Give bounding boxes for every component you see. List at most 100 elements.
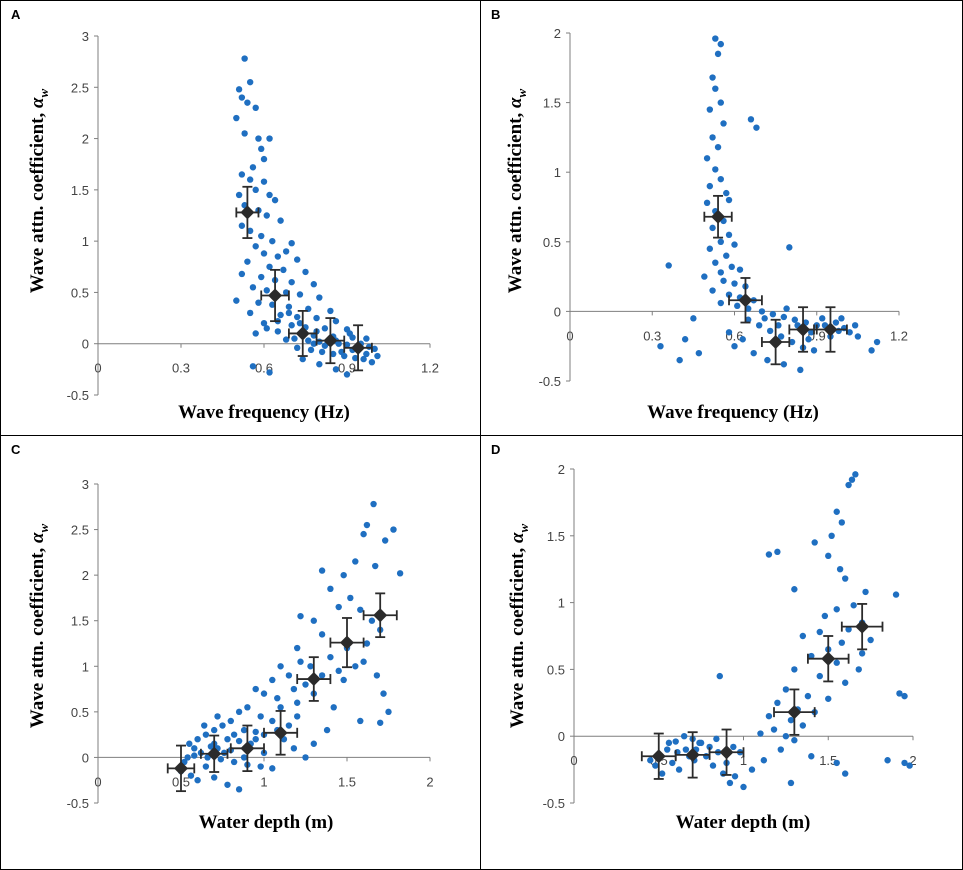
x-tick-label-d: 2 xyxy=(909,753,916,768)
data-point-c xyxy=(211,726,218,734)
x-tick-label-c: 1.5 xyxy=(338,774,356,789)
y-tick-label-c: 0.5 xyxy=(71,705,89,720)
data-point-d xyxy=(838,639,846,646)
data-point-c xyxy=(294,644,301,652)
data-point-b xyxy=(725,231,733,239)
data-point-d xyxy=(852,471,859,478)
data-point-b xyxy=(739,336,746,343)
data-point-c xyxy=(235,708,243,716)
data-point-a xyxy=(274,328,282,335)
y-tick-label-d: 1.5 xyxy=(547,529,565,544)
y-tick-label-c: 2 xyxy=(82,568,89,583)
data-point-d xyxy=(791,586,798,593)
data-point-b xyxy=(791,316,799,323)
panel-d: D Water depth (m) Wave attn. coefficient… xyxy=(480,435,963,870)
data-point-a xyxy=(310,340,317,347)
panel-b: B Wave frequency (Hz) Wave attn. coeffic… xyxy=(480,0,963,436)
data-point-c xyxy=(318,672,326,679)
y-tick-label-b: 1 xyxy=(554,165,561,180)
data-point-a xyxy=(282,289,290,296)
data-point-c xyxy=(363,521,371,529)
data-point-b xyxy=(712,166,719,173)
data-point-c xyxy=(352,663,359,670)
data-point-c xyxy=(194,777,201,784)
data-point-b xyxy=(846,329,853,336)
data-point-d xyxy=(782,686,790,693)
data-point-b xyxy=(734,302,741,310)
data-point-b xyxy=(769,310,777,318)
x-tick-label-a: 0 xyxy=(94,361,101,376)
y-tick-label-a: -0.5 xyxy=(67,388,89,403)
plot-area-c: -0.500.511.522.530 0.5 1 1.5 2 xyxy=(67,477,434,811)
data-point-a xyxy=(271,196,279,204)
x-tick-label-d: 1 xyxy=(740,753,747,768)
data-point-d xyxy=(787,779,795,787)
y-tick-label-d: 0.5 xyxy=(547,662,565,677)
data-point-a xyxy=(288,322,295,329)
data-point-a xyxy=(252,330,259,337)
data-point-c xyxy=(360,530,367,538)
x-tick-label-a: 1.2 xyxy=(421,361,439,376)
data-point-a xyxy=(277,217,284,224)
data-point-b xyxy=(725,291,733,298)
data-point-a xyxy=(321,342,329,349)
data-point-d xyxy=(816,628,823,636)
x-axis-title-a: Wave frequency (Hz) xyxy=(178,402,350,423)
data-point-a xyxy=(238,222,246,229)
data-point-c xyxy=(297,612,304,620)
data-point-b xyxy=(703,199,711,207)
chart-a-svg: Wave frequency (Hz) Wave attn. coefficie… xyxy=(27,29,439,423)
data-point-b xyxy=(854,333,862,340)
data-point-b xyxy=(701,273,708,280)
data-point-a xyxy=(246,176,254,183)
panel-label-a: A xyxy=(11,7,21,22)
y-tick-label-b: 1.5 xyxy=(543,96,561,111)
data-point-a xyxy=(360,355,367,363)
data-point-b xyxy=(723,189,730,197)
data-point-b xyxy=(714,50,722,58)
data-point-a xyxy=(363,350,370,358)
data-point-d xyxy=(791,737,798,744)
data-point-a xyxy=(296,320,304,327)
data-point-a xyxy=(241,55,248,62)
data-point-a xyxy=(285,303,293,310)
panel-c: C Water depth (m) Wave attn. coefficient… xyxy=(0,435,481,870)
data-point-a xyxy=(235,191,243,199)
data-point-c xyxy=(380,690,387,697)
y-tick-label-a: 0 xyxy=(82,337,89,352)
data-point-d xyxy=(730,743,737,751)
data-point-a xyxy=(263,287,270,294)
data-point-d xyxy=(833,759,840,767)
data-point-a xyxy=(266,191,273,199)
mean-diamond-b xyxy=(768,335,783,350)
data-point-d xyxy=(748,766,756,773)
data-point-b xyxy=(766,327,774,335)
data-point-a xyxy=(374,352,381,360)
data-point-a xyxy=(316,361,323,368)
data-point-d xyxy=(804,692,812,700)
data-point-a xyxy=(327,307,334,315)
data-point-d xyxy=(740,783,747,791)
data-point-d xyxy=(709,762,717,769)
data-point-b xyxy=(709,224,716,232)
data-point-a xyxy=(260,178,268,185)
data-point-b xyxy=(717,99,724,106)
data-point-d xyxy=(703,753,710,760)
data-point-a xyxy=(258,232,265,240)
mean-diamond-b xyxy=(796,322,811,337)
data-point-d xyxy=(858,650,866,657)
data-point-c xyxy=(260,690,268,697)
data-point-b xyxy=(720,277,727,284)
data-point-d xyxy=(845,626,852,633)
data-point-a xyxy=(266,135,273,142)
data-point-a xyxy=(296,291,304,298)
data-point-c xyxy=(372,562,379,570)
data-point-d xyxy=(808,753,815,760)
panel-label-c: C xyxy=(11,442,21,457)
data-point-d xyxy=(901,759,908,767)
data-point-b xyxy=(657,343,664,350)
data-point-d xyxy=(665,739,673,747)
data-point-c xyxy=(224,781,231,788)
data-point-d xyxy=(706,743,713,751)
y-tick-label-b: 2 xyxy=(554,26,561,41)
